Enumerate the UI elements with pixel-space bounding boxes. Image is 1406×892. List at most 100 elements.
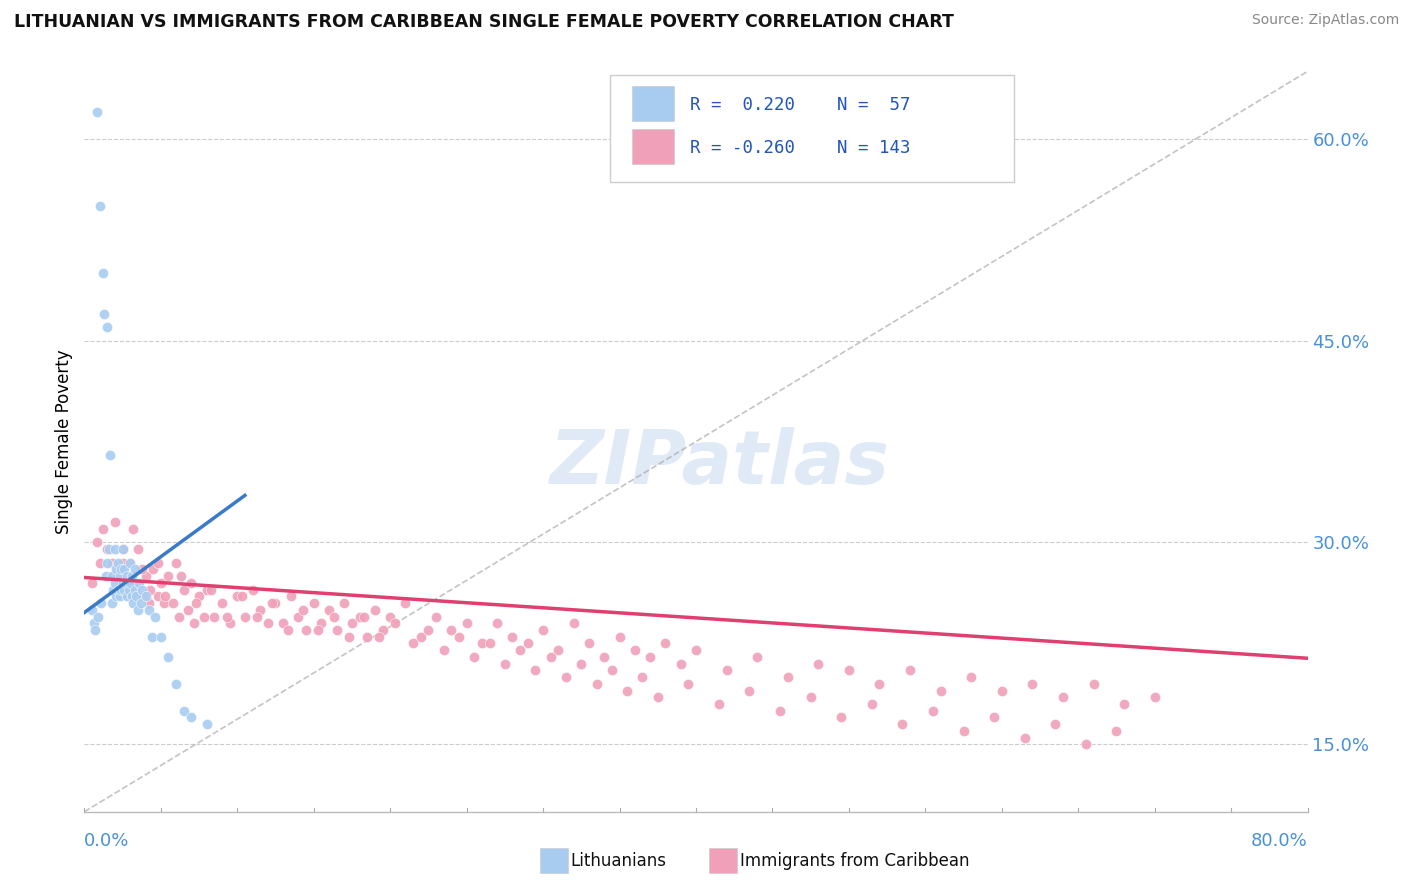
Point xyxy=(246,609,269,624)
Point xyxy=(111,575,134,590)
Point xyxy=(264,596,287,610)
Point xyxy=(257,616,280,631)
Point xyxy=(409,630,432,644)
Text: 80.0%: 80.0% xyxy=(1251,832,1308,850)
Point xyxy=(80,603,103,617)
Point xyxy=(124,562,146,576)
Text: Source: ZipAtlas.com: Source: ZipAtlas.com xyxy=(1251,13,1399,28)
Point xyxy=(860,697,883,711)
Point xyxy=(531,623,554,637)
Point xyxy=(111,542,134,557)
Point xyxy=(155,590,177,604)
Point xyxy=(292,603,315,617)
Point xyxy=(146,590,169,604)
Point xyxy=(769,704,792,718)
Point xyxy=(111,556,134,570)
Point xyxy=(307,623,329,637)
Point xyxy=(173,582,195,597)
Point xyxy=(418,623,440,637)
Point xyxy=(121,569,143,583)
Point xyxy=(349,609,371,624)
Point xyxy=(131,582,153,597)
Point xyxy=(562,616,585,631)
Point xyxy=(578,636,600,650)
Point xyxy=(162,596,184,610)
Point xyxy=(600,664,623,678)
Point xyxy=(218,616,240,631)
Point xyxy=(101,569,124,583)
Point xyxy=(555,670,578,684)
Point xyxy=(107,582,129,597)
Point xyxy=(157,569,180,583)
Point xyxy=(609,630,631,644)
Point xyxy=(112,562,135,576)
Point xyxy=(249,603,271,617)
Point xyxy=(157,649,180,664)
Point xyxy=(142,562,165,576)
Point xyxy=(165,556,187,570)
Point xyxy=(97,542,120,557)
Point xyxy=(115,582,138,597)
Point xyxy=(101,596,124,610)
Point xyxy=(277,623,299,637)
Point xyxy=(478,636,501,650)
Point xyxy=(173,704,195,718)
Point xyxy=(180,575,202,590)
Point xyxy=(838,664,860,678)
Point xyxy=(624,643,647,657)
Point xyxy=(146,556,169,570)
Point xyxy=(922,704,945,718)
Point xyxy=(1114,697,1136,711)
Point xyxy=(1014,731,1036,745)
Point xyxy=(952,723,974,738)
Point xyxy=(1105,723,1128,738)
Point xyxy=(638,649,661,664)
Point xyxy=(114,575,136,590)
Point xyxy=(104,542,127,557)
Point xyxy=(149,575,172,590)
Point xyxy=(318,603,340,617)
Text: R =  0.220    N =  57: R = 0.220 N = 57 xyxy=(690,95,910,113)
Point xyxy=(211,596,233,610)
Point xyxy=(353,609,375,624)
Point xyxy=(707,697,730,711)
Point xyxy=(547,643,569,657)
Point xyxy=(87,609,110,624)
Point xyxy=(127,542,149,557)
Point xyxy=(93,307,115,321)
Point xyxy=(96,556,118,570)
Point xyxy=(371,623,394,637)
Point xyxy=(84,623,107,637)
Point xyxy=(96,320,118,334)
Point xyxy=(138,603,160,617)
Point xyxy=(121,590,143,604)
Point xyxy=(122,596,145,610)
Point xyxy=(898,664,921,678)
Point xyxy=(486,616,509,631)
Point xyxy=(991,683,1014,698)
Point xyxy=(447,630,470,644)
Point xyxy=(153,596,176,610)
Y-axis label: Single Female Poverty: Single Female Poverty xyxy=(55,350,73,533)
Point xyxy=(380,609,402,624)
Point xyxy=(125,590,148,604)
Point xyxy=(149,630,172,644)
Point xyxy=(124,582,146,597)
Point xyxy=(108,569,131,583)
Text: ZIPatlas: ZIPatlas xyxy=(550,427,890,500)
Point xyxy=(112,582,135,597)
Point xyxy=(90,596,112,610)
Point xyxy=(631,670,654,684)
Point xyxy=(131,562,153,576)
Point xyxy=(747,649,769,664)
Point xyxy=(165,677,187,691)
Text: Immigrants from Caribbean: Immigrants from Caribbean xyxy=(740,852,969,870)
Point xyxy=(120,575,142,590)
Point xyxy=(325,623,347,637)
Point xyxy=(869,677,891,691)
Point xyxy=(394,596,416,610)
Point xyxy=(830,710,852,724)
Point xyxy=(200,582,222,597)
Point xyxy=(89,556,111,570)
Point xyxy=(685,643,707,657)
